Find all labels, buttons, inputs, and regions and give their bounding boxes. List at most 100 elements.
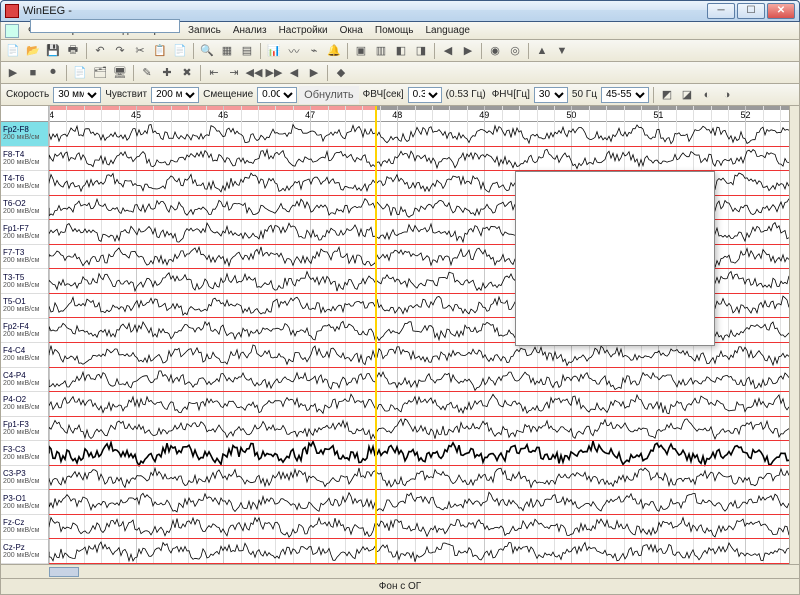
menu-windows[interactable]: Окна [335, 24, 368, 37]
param-speed-select[interactable]: 30 мм/с [53, 87, 101, 103]
title-edit-field[interactable] [30, 19, 180, 33]
param-zero-button[interactable]: Обнулить [299, 86, 359, 104]
channel-label[interactable]: T4-T6200 мкВ/см [1, 171, 48, 196]
channel-label[interactable]: P3-O1200 мкВ/см [1, 490, 48, 515]
time-cursor[interactable] [375, 106, 377, 564]
param-offset-select[interactable]: 0.0С [257, 87, 297, 103]
toolbar2-btn-2-icon[interactable]: ⏺ [44, 64, 62, 82]
channel-labels-column: Fp2-F8200 мкВ/смF8-T4200 мкВ/смT4-T6200 … [1, 106, 49, 564]
toolbar1-btn-32-icon[interactable]: ▼ [553, 42, 571, 60]
toolbar1-btn-21-icon[interactable]: ▥ [372, 42, 390, 60]
channel-scale: 200 мкВ/см [3, 233, 46, 240]
toolbar1-btn-6-icon[interactable]: ↷ [111, 42, 129, 60]
toolbar1-btn-9-icon[interactable]: 📄 [171, 42, 189, 60]
tool-extra-4-icon[interactable]: ◑ [718, 86, 736, 104]
channel-label[interactable]: T5-O1200 мкВ/см [1, 294, 48, 319]
toolbar1-btn-16-icon[interactable]: 〰 [285, 42, 303, 60]
menu-analysis[interactable]: Анализ [228, 24, 272, 37]
toolbar1-btn-29-icon[interactable]: ◎ [506, 42, 524, 60]
channel-label[interactable]: T6-O2200 мкВ/см [1, 196, 48, 221]
toolbar1-btn-8-icon[interactable]: 📋 [151, 42, 169, 60]
toolbar1-btn-25-icon[interactable]: ◀ [439, 42, 457, 60]
menu-record[interactable]: Запись [183, 24, 226, 37]
channel-scale: 200 мкВ/см [3, 503, 46, 510]
channel-label[interactable]: Fp2-F4200 мкВ/см [1, 319, 48, 344]
toolbar2-btn-10-icon[interactable]: ✖ [178, 64, 196, 82]
channel-label[interactable]: F8-T4200 мкВ/см [1, 147, 48, 172]
eeg-trace [49, 149, 789, 168]
toolbar1-btn-18-icon[interactable]: 🔔 [325, 42, 343, 60]
toolbar2-btn-13-icon[interactable]: ⇥ [225, 64, 243, 82]
channel-label[interactable]: F7-T3200 мкВ/см [1, 245, 48, 270]
menu-language[interactable]: Language [421, 24, 476, 37]
toolbar1-btn-23-icon[interactable]: ◨ [412, 42, 430, 60]
toolbar2-btn-12-icon[interactable]: ⇤ [205, 64, 223, 82]
trace-area[interactable]: 444546474849505152 [49, 106, 789, 564]
param-sens-select[interactable]: 200 мВ/с [151, 87, 199, 103]
toolbar1-btn-12-icon[interactable]: ▦ [218, 42, 236, 60]
toolbar1-btn-2-icon[interactable]: 💾 [44, 42, 62, 60]
tool-extra-1-icon[interactable]: ◩ [658, 86, 676, 104]
scrollbar-thumb[interactable] [49, 567, 79, 577]
toolbar1-btn-22-icon[interactable]: ◧ [392, 42, 410, 60]
toolbar1-btn-28-icon[interactable]: ◉ [486, 42, 504, 60]
tool-extra-2-icon[interactable]: ◪ [678, 86, 696, 104]
toolbar1-btn-17-icon[interactable]: ⌁ [305, 42, 323, 60]
param-lpf-select[interactable]: 30 [534, 87, 568, 103]
toolbar2-btn-15-icon[interactable]: ▶▶ [265, 64, 283, 82]
toolbar2-btn-17-icon[interactable]: ▶ [305, 64, 323, 82]
toolbar1-btn-3-icon[interactable]: 🖶 [64, 42, 82, 60]
channel-label[interactable]: T3-T5200 мкВ/см [1, 269, 48, 294]
window-maximize-button[interactable]: ☐ [737, 3, 765, 19]
status-bar: Фон с ОГ [0, 579, 800, 595]
toolbar1-btn-13-icon[interactable]: ▤ [238, 42, 256, 60]
toolbar2-btn-5-icon[interactable]: 🗂 [91, 64, 109, 82]
channel-label[interactable]: Cz-Pz200 мкВ/см [1, 540, 48, 565]
horizontal-scrollbar[interactable] [0, 565, 800, 579]
channel-scale: 200 мкВ/см [3, 478, 46, 485]
eeg-trace [49, 518, 789, 538]
toolbar1-btn-5-icon[interactable]: ↶ [91, 42, 109, 60]
toolbar1-btn-26-icon[interactable]: ▶ [459, 42, 477, 60]
toolbar1-btn-1-icon[interactable]: 📂 [24, 42, 42, 60]
window-close-button[interactable]: ✕ [767, 3, 795, 19]
app-menu-icon[interactable] [5, 24, 19, 38]
toolbar2-btn-0-icon[interactable]: ▶ [4, 64, 22, 82]
channel-scale: 200 мкВ/см [3, 380, 46, 387]
toolbar1-btn-20-icon[interactable]: ▣ [352, 42, 370, 60]
channel-label[interactable]: Fp2-F8200 мкВ/см [1, 122, 48, 147]
param-50hz-select[interactable]: 45-55 [601, 87, 649, 103]
toolbar1-btn-0-icon[interactable]: 📄 [4, 42, 22, 60]
toolbar1-btn-7-icon[interactable]: ✂ [131, 42, 149, 60]
toolbar2-btn-16-icon[interactable]: ◀ [285, 64, 303, 82]
param-hpf-select[interactable]: 0.3 [408, 87, 442, 103]
floating-panel[interactable] [515, 171, 715, 346]
toolbar2-btn-14-icon[interactable]: ◀◀ [245, 64, 263, 82]
menu-help[interactable]: Помощь [370, 24, 419, 37]
eeg-workspace: Fp2-F8200 мкВ/смF8-T4200 мкВ/смT4-T6200 … [0, 106, 800, 565]
toolbar2-btn-8-icon[interactable]: ✎ [138, 64, 156, 82]
channel-label[interactable]: C4-P4200 мкВ/см [1, 368, 48, 393]
window-minimize-button[interactable]: ─ [707, 3, 735, 19]
channel-label[interactable]: F4-C4200 мкВ/см [1, 343, 48, 368]
toolbar2-btn-6-icon[interactable]: 🖥 [111, 64, 129, 82]
toolbar2-btn-9-icon[interactable]: ✚ [158, 64, 176, 82]
eeg-trace [49, 492, 789, 512]
toolbar1-btn-11-icon[interactable]: 🔍 [198, 42, 216, 60]
toolbar2-btn-19-icon[interactable]: ◆ [332, 64, 350, 82]
toolbar2-btn-1-icon[interactable]: ■ [24, 64, 42, 82]
channel-name: F4-C4 [3, 347, 46, 355]
channel-name: T5-O1 [3, 298, 46, 306]
menu-settings[interactable]: Настройки [274, 24, 333, 37]
toolbar1-btn-15-icon[interactable]: 📊 [265, 42, 283, 60]
channel-label[interactable]: F3-C3200 мкВ/см [1, 441, 48, 466]
channel-label[interactable]: Fp1-F7200 мкВ/см [1, 220, 48, 245]
channel-label[interactable]: Fz-Cz200 мкВ/см [1, 515, 48, 540]
channel-label[interactable]: C3-P3200 мкВ/см [1, 466, 48, 491]
tool-extra-3-icon[interactable]: ◐ [698, 86, 716, 104]
channel-name: C3-P3 [3, 470, 46, 478]
toolbar1-btn-31-icon[interactable]: ▲ [533, 42, 551, 60]
channel-label[interactable]: Fp1-F3200 мкВ/см [1, 417, 48, 442]
channel-label[interactable]: P4-O2200 мкВ/см [1, 392, 48, 417]
toolbar2-btn-4-icon[interactable]: 📄 [71, 64, 89, 82]
